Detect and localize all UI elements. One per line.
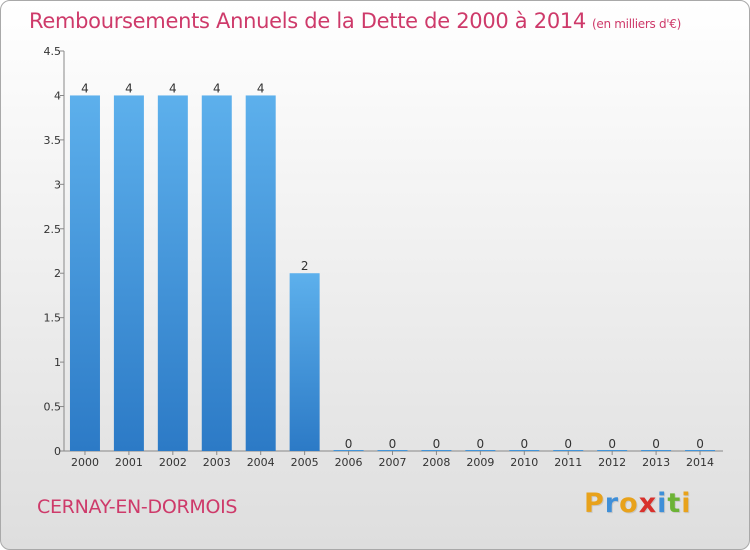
bar-2007 [377,450,408,451]
x-tick-label: 2011 [554,456,582,469]
value-label: 4 [81,81,89,95]
logo-letter: r [604,488,620,519]
y-tick-label: 0 [54,445,61,458]
bar-2012 [597,450,628,451]
chart-title-text: Remboursements Annuels de la Dette de 20… [29,9,586,33]
x-tick-label: 2004 [247,456,275,469]
x-tick-label: 2002 [159,456,187,469]
y-tick-label: 2 [54,267,61,280]
x-tick-label: 2009 [466,456,494,469]
value-label: 0 [477,437,485,451]
value-label: 4 [213,81,221,95]
y-tick-label: 2.5 [44,223,62,236]
bar-2003 [201,95,232,451]
bar-2006 [333,450,364,451]
value-label: 0 [608,437,616,451]
logo-letter: P [584,488,605,519]
x-tick-label: 2001 [115,456,143,469]
bar-2000 [69,95,100,451]
value-label: 4 [169,81,177,95]
x-tick-label: 2000 [71,456,99,469]
proxiti-logo: Proxiti [584,488,692,519]
bar-2013 [641,450,672,451]
bar-2002 [157,95,188,451]
x-tick-label: 2006 [335,456,363,469]
value-label: 0 [345,437,353,451]
value-label: 0 [652,437,660,451]
x-tick-label: 2007 [379,456,407,469]
bar-2008 [421,450,452,451]
logo-letter: o [619,488,639,519]
y-tick-label: 0.5 [44,401,62,414]
bar-2004 [245,95,276,451]
x-tick-label: 2003 [203,456,231,469]
bar-2010 [509,450,540,451]
value-label: 0 [389,437,397,451]
bar-2009 [465,450,496,451]
logo-letter: x [638,488,658,519]
value-label: 0 [433,437,441,451]
x-tick-label: 2008 [422,456,450,469]
value-label: 0 [520,437,528,451]
y-tick-label: 4 [54,89,61,102]
x-tick-label: 2014 [686,456,714,469]
logo-letter: i [681,488,692,519]
value-label: 4 [257,81,265,95]
x-tick-label: 2013 [642,456,670,469]
y-tick-label: 1.5 [44,312,62,325]
commune-name: CERNAY-EN-DORMOIS [37,496,238,518]
chart-unit-note: (en milliers d'€) [592,17,682,31]
bar-2001 [113,95,144,451]
logo-letter: i [657,488,668,519]
value-label: 0 [696,437,704,451]
bar-2011 [553,450,584,451]
x-tick-label: 2010 [510,456,538,469]
chart-title: Remboursements Annuels de la Dette de 20… [29,9,681,33]
bar-2014 [685,450,716,451]
value-label: 4 [125,81,133,95]
x-tick-label: 2005 [291,456,319,469]
value-label: 2 [301,259,309,273]
y-tick-label: 3 [54,178,61,191]
value-label: 0 [564,437,572,451]
y-tick-label: 1 [54,356,61,369]
y-tick-label: 4.5 [44,45,62,58]
y-tick-label: 3.5 [44,134,62,147]
bar-2005 [289,273,320,451]
x-tick-label: 2012 [598,456,626,469]
logo-letter: t [667,488,682,519]
